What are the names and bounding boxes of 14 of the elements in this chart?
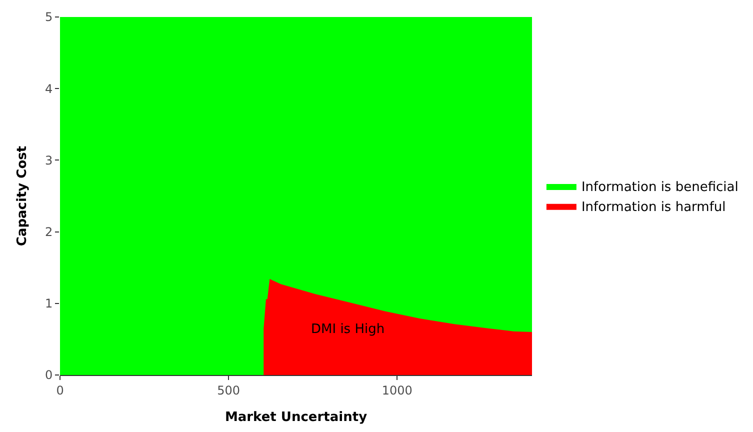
y-tick-label: 1	[44, 296, 53, 311]
legend-label: Information is harmful	[581, 200, 726, 215]
x-tick-label: 1000	[382, 383, 412, 398]
legend-label: Information is beneficial	[581, 180, 738, 196]
y-tick-label: 4	[44, 82, 53, 96]
x-axis-title: Market Uncertainty	[224, 410, 368, 425]
x-tick-label: 500	[217, 383, 240, 398]
annotation: DMI is High	[311, 322, 385, 337]
y-tick-label: 0	[44, 368, 53, 382]
y-axis-title: Capacity Cost	[14, 146, 30, 246]
y-tick-label: 3	[44, 153, 53, 168]
y-tick-label: 2	[44, 225, 53, 239]
x-tick-label: 0	[56, 383, 64, 398]
y-tick-label: 5	[44, 10, 53, 24]
